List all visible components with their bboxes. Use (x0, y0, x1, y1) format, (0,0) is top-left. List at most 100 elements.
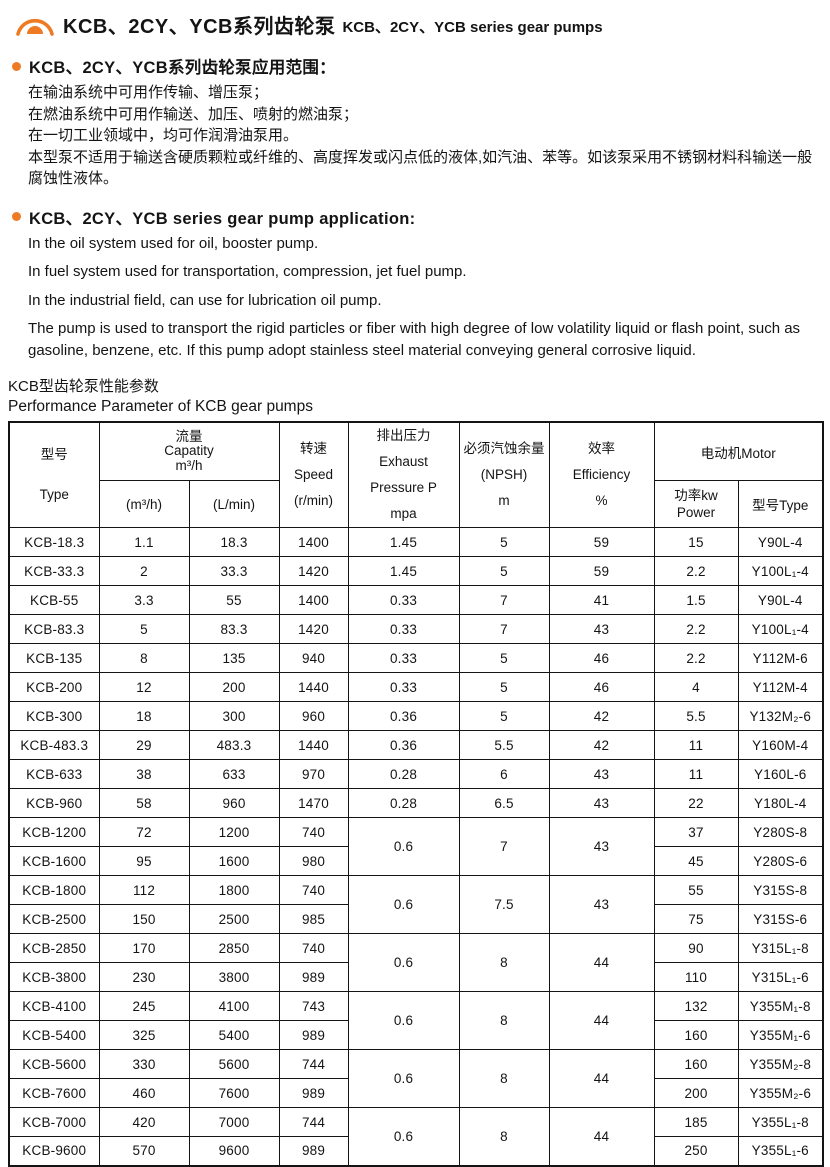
cell-npsh: 7 (458, 614, 550, 644)
cell-speed: 940 (278, 643, 349, 673)
cell-speed: 740 (278, 817, 349, 847)
cell-capacity-m3h: 1.1 (98, 527, 190, 557)
table-title-en: Performance Parameter of KCB gear pumps (8, 398, 313, 415)
cell-motor-power: 90 (653, 933, 739, 963)
cell-speed: 743 (278, 991, 349, 1021)
cell-speed: 985 (278, 904, 349, 934)
application-zh-body: 在输油系统中可用作传输、增压泵； 在燃油系统中可用作输送、加压、喷射的燃油泵； … (28, 82, 822, 190)
section-heading-en-text: KCB、2CY、YCB series gear pump application… (29, 209, 416, 228)
cell-efficiency: 44 (548, 1049, 655, 1108)
header-row-1: 型号 Type 流量 Capatity m³/h 转速 Speed (r/min… (8, 421, 824, 528)
table-row: KCB-960 58 960 1470 0.28 6.5 43 22 Y180L-4 (8, 788, 824, 818)
cell-capacity-lmin: 633 (188, 759, 280, 789)
cell-speed: 989 (278, 1136, 349, 1166)
cell-speed: 744 (278, 1107, 349, 1137)
cell-capacity-lmin: 1600 (188, 846, 280, 876)
cell-pressure: 0.6 (347, 875, 460, 934)
cell-motor-type: Y315S-8 (737, 875, 824, 905)
cell-pressure: 0.28 (347, 759, 460, 789)
col-header-speed: 转速 Speed (r/min) (278, 421, 349, 528)
cell-motor-type: Y160L-6 (737, 759, 824, 789)
table-row: KCB-7000 420 7000 744 0.6 8 44 185 Y355L₁-8 (8, 1107, 824, 1166)
table-row: KCB-3800 230 3800 989 110 Y315L₁-6 (8, 962, 824, 992)
cell-pump-type: KCB-18.3 (8, 527, 100, 557)
table-row: KCB-483.3 29 483.3 1440 0.36 5.5 42 11 Y160M-4 (8, 730, 824, 760)
cell-motor-type: Y355M₂-6 (737, 1078, 824, 1108)
cell-speed: 1470 (278, 788, 349, 818)
cell-capacity-lmin: 4100 (188, 991, 280, 1021)
cell-motor-type: Y315L₁-8 (737, 933, 824, 963)
cell-speed: 989 (278, 962, 349, 992)
header-row-2: (m³/h) (L/min) 功率kw Power 型号Type (9, 480, 824, 528)
table-row: KCB-5400 325 5400 989 160 Y355M₁-6 (8, 1020, 824, 1050)
cell-pump-type: KCB-4100 (8, 991, 100, 1021)
cell-speed: 1400 (278, 527, 349, 557)
cell-motor-type: Y132M₂-6 (737, 701, 824, 731)
cell-npsh: 8 (458, 933, 550, 992)
cell-pump-type: KCB-55 (8, 585, 100, 615)
cell-capacity-m3h: 460 (98, 1078, 190, 1108)
cell-motor-type: Y160M-4 (737, 730, 824, 760)
cell-motor-type: Y355M₂-8 (737, 1049, 824, 1079)
cell-speed: 1400 (278, 585, 349, 615)
cell-pump-type: KCB-83.3 (8, 614, 100, 644)
col-header-motor: 电动机Motor (653, 421, 824, 482)
cell-pressure: 1.45 (347, 527, 460, 557)
cell-capacity-lmin: 135 (188, 643, 280, 673)
cell-motor-power: 15 (653, 527, 739, 557)
cell-npsh: 5 (458, 527, 550, 557)
cell-pressure: 0.33 (347, 585, 460, 615)
cell-speed: 980 (278, 846, 349, 876)
cell-capacity-m3h: 2 (98, 556, 190, 586)
zh-line: 在燃油系统中可用作输送、加压、喷射的燃油泵； (28, 105, 359, 123)
cell-pressure: 0.28 (347, 788, 460, 818)
cell-motor-type: Y90L-4 (737, 585, 824, 615)
cell-efficiency: 44 (548, 933, 655, 992)
cell-efficiency: 59 (548, 556, 655, 586)
cell-capacity-m3h: 18 (98, 701, 190, 731)
cell-capacity-m3h: 38 (98, 759, 190, 789)
bullet-icon (12, 212, 21, 221)
cell-pressure: 0.6 (347, 817, 460, 876)
cell-motor-power: 11 (653, 730, 739, 760)
table-row: KCB-135 8 135 940 0.33 5 46 2.2 Y112M-6 (8, 643, 824, 673)
cell-npsh: 8 (458, 991, 550, 1050)
table-row: KCB-18.3 1.1 18.3 1400 1.45 5 59 15 Y90L-4 (8, 527, 824, 557)
table-row: KCB-200 12 200 1440 0.33 5 46 4 Y112M-4 (8, 672, 824, 702)
section-heading-zh-text: KCB、2CY、YCB系列齿轮泵应用范围： (29, 59, 336, 77)
cell-pump-type: KCB-7600 (8, 1078, 100, 1108)
page-title-en: KCB、2CY、YCB series gear pumps (342, 18, 603, 36)
en-paragraph: The pump is used to transport the rigid … (28, 320, 801, 359)
cell-capacity-lmin: 1200 (188, 817, 280, 847)
cell-pump-type: KCB-5600 (8, 1049, 100, 1079)
cell-capacity-m3h: 170 (98, 933, 190, 963)
cell-motor-type: Y355M₁-8 (737, 991, 824, 1021)
cell-npsh: 5 (458, 643, 550, 673)
cell-npsh: 5 (458, 701, 550, 731)
table-row: KCB-1200 72 1200 740 0.6 7 43 37 Y280S-8 (8, 817, 824, 876)
cell-npsh: 6.5 (458, 788, 550, 818)
cell-capacity-m3h: 5 (98, 614, 190, 644)
cell-motor-type: Y112M-6 (737, 643, 824, 673)
cell-pump-type: KCB-200 (8, 672, 100, 702)
cell-npsh: 5 (458, 672, 550, 702)
cell-efficiency: 43 (548, 614, 655, 644)
cell-capacity-m3h: 570 (98, 1136, 190, 1166)
cell-capacity-lmin: 33.3 (188, 556, 280, 586)
cell-capacity-lmin: 3800 (188, 962, 280, 992)
cell-npsh: 8 (458, 1049, 550, 1108)
zh-line: 本型泵不适用于输送含硬质颗粒或纤维的、高度挥发或闪点低的液体,如汽油、苯等。如该… (28, 148, 813, 188)
table-row: KCB-5600 330 5600 744 0.6 8 44 160 Y355M₂-8 (8, 1049, 824, 1108)
cell-pump-type: KCB-2500 (8, 904, 100, 934)
cell-npsh: 5 (458, 556, 550, 586)
en-line: In the industrial field, can use for lub… (28, 291, 382, 309)
cell-pressure: 0.33 (347, 672, 460, 702)
cell-pressure: 1.45 (347, 556, 460, 586)
cell-motor-power: 200 (653, 1078, 739, 1108)
cell-motor-type: Y90L-4 (737, 527, 824, 557)
cell-efficiency: 43 (548, 875, 655, 934)
cell-efficiency: 44 (548, 1107, 655, 1166)
cell-pressure: 0.33 (347, 614, 460, 644)
cell-pressure: 0.33 (347, 643, 460, 673)
cell-speed: 960 (278, 701, 349, 731)
